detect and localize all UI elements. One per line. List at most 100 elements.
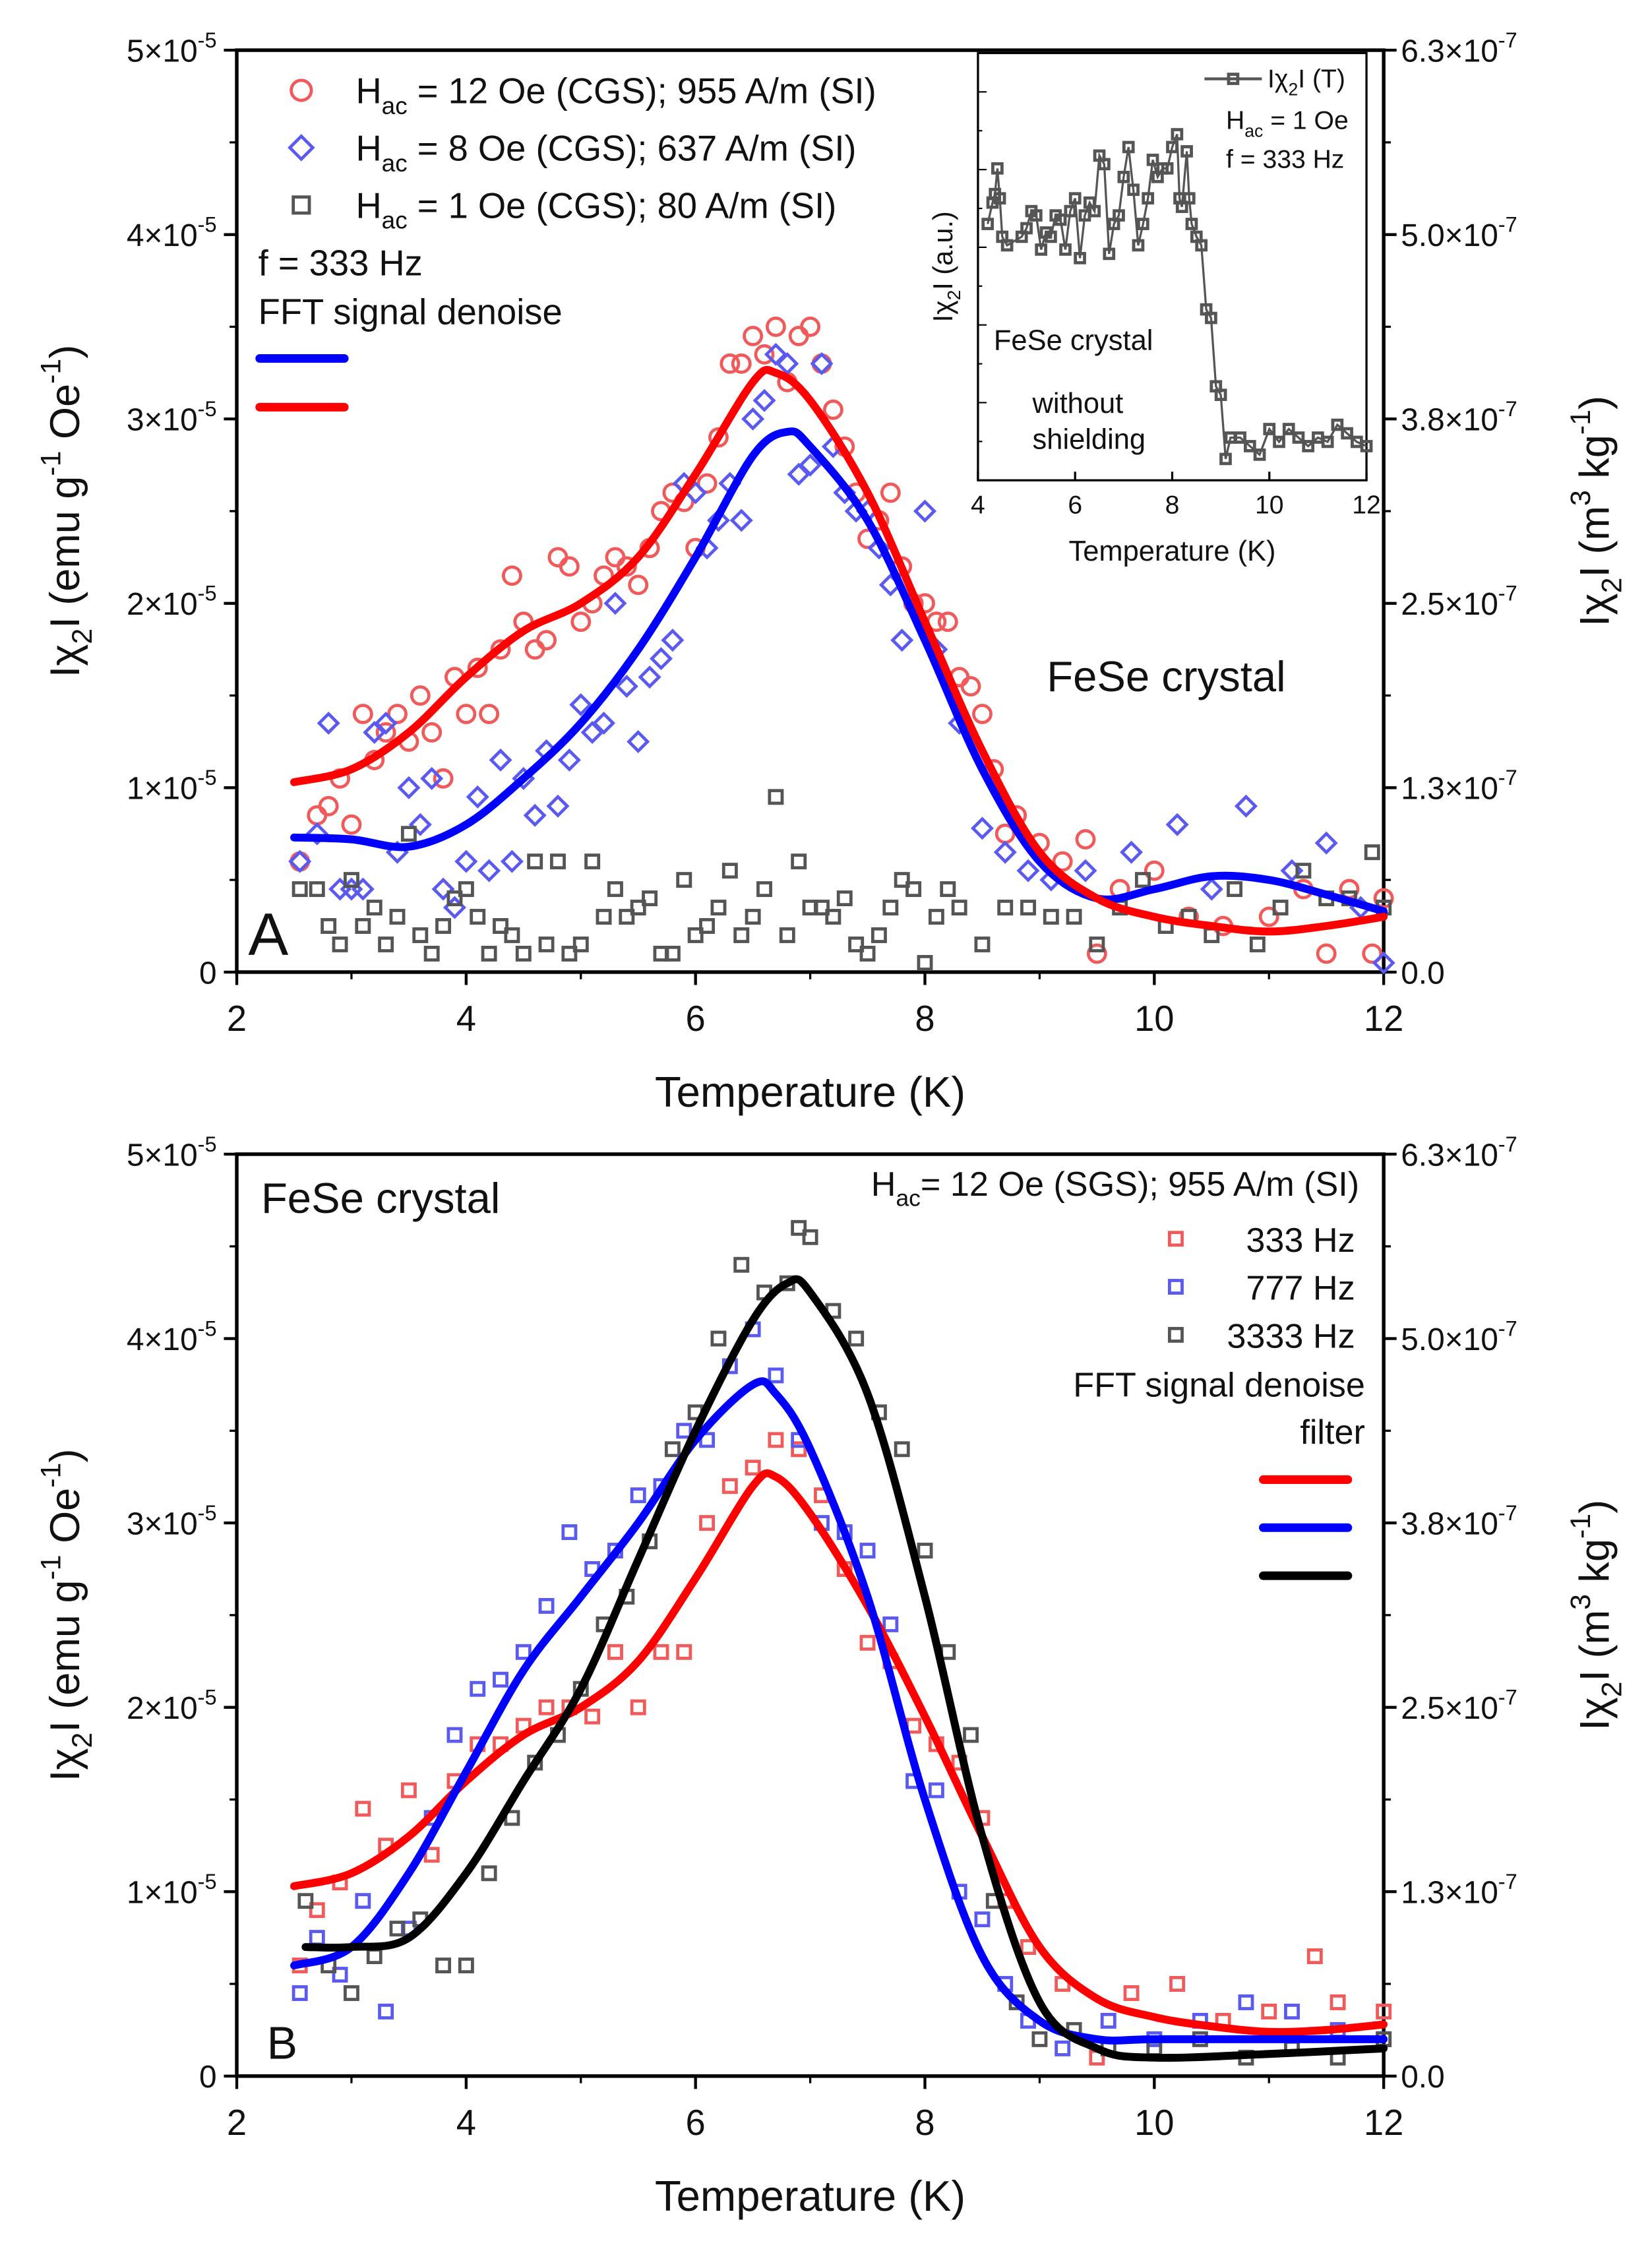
frequency-note: f = 333 Hz <box>259 243 423 283</box>
data-point <box>412 927 429 943</box>
data-point <box>917 1543 933 1558</box>
fit-line-blue <box>290 427 1388 915</box>
data-point <box>596 909 612 925</box>
data-point <box>800 316 821 337</box>
x-tick-label: 12 <box>1364 2103 1403 2143</box>
y-tick-label-part: -5 <box>198 1316 217 1340</box>
data-point <box>1372 951 1395 975</box>
legend-label: 333 Hz <box>1246 1221 1355 1260</box>
y-right-tick-label-part: -7 <box>1498 1132 1517 1156</box>
y-tick-label: 3×10-5 <box>127 1501 217 1542</box>
y-right-tick-label-part: 2.5×10 <box>1401 587 1498 622</box>
data-point <box>836 890 853 907</box>
data-point <box>894 872 910 888</box>
data-point <box>559 556 580 577</box>
data-point <box>1364 844 1380 861</box>
data-point <box>791 1441 807 1458</box>
inset-y-axis-title-part: I (a.u.) <box>928 211 958 290</box>
sample-annotation: FeSe crystal <box>261 1174 500 1222</box>
y-right-tick-label: 1.3×10-7 <box>1401 1870 1517 1911</box>
y-axis-title-part: 2 <box>67 629 98 644</box>
data-point <box>752 388 776 412</box>
data-point <box>1330 1994 1346 2010</box>
data-point <box>378 937 394 952</box>
data-point <box>754 344 775 365</box>
x-tick-label: 4 <box>456 999 476 1039</box>
y-right-axis-title-part: -1 <box>1565 1514 1597 1539</box>
data-point <box>745 1460 761 1476</box>
inset-y-axis-title: Iχ2I (a.u.) <box>928 211 964 322</box>
x-tick-label: 8 <box>915 999 934 1039</box>
data-point <box>307 805 328 826</box>
legend-label-part: ac <box>382 150 408 177</box>
data-point <box>456 704 477 724</box>
y-axis-title-part: -1 <box>35 359 67 384</box>
data-point <box>515 945 532 962</box>
data-point <box>630 1487 646 1504</box>
inset-field-note-part: H <box>1226 107 1244 135</box>
data-point <box>1008 1994 1025 2010</box>
inset-data-point <box>1331 418 1344 431</box>
x-tick-label: 4 <box>456 2103 476 2143</box>
inset-x-tick-label: 10 <box>1255 491 1284 519</box>
data-point <box>1043 909 1059 925</box>
data-point <box>290 851 311 872</box>
legend-label: 777 Hz <box>1246 1270 1355 1308</box>
y-right-tick-label: 5.0×10-7 <box>1401 213 1517 254</box>
data-point <box>466 785 489 809</box>
y-right-axis-title-part: I (m <box>1572 506 1618 578</box>
inset-data-point <box>1185 218 1198 230</box>
legend-marker-black <box>1167 1326 1184 1343</box>
data-point <box>776 352 799 375</box>
data-point <box>493 1671 508 1688</box>
inset-y-axis-title-part: 2 <box>944 290 964 301</box>
data-point <box>493 918 508 934</box>
y-tick-label-part: 0 <box>199 2060 217 2095</box>
data-point <box>397 776 421 799</box>
legend-label-part: H <box>355 71 381 111</box>
inset-data-point <box>1321 435 1334 448</box>
data-point <box>894 1441 910 1458</box>
y-right-axis-title-part: 2 <box>1596 1681 1628 1697</box>
data-point <box>366 900 382 916</box>
inset-data-point <box>1166 140 1178 154</box>
inset-data-point <box>1302 440 1315 452</box>
inset-field-note-part: = 1 Oe <box>1263 107 1348 135</box>
data-point <box>972 704 993 724</box>
y-tick-label: 1×10-5 <box>127 1870 217 1911</box>
legend-label: Hac = 12 Oe (CGS); 955 A/m (SI) <box>355 71 876 119</box>
fit-line-blue <box>290 1377 1388 2045</box>
data-point <box>1284 2003 1300 2020</box>
inset-data-point <box>1059 243 1072 256</box>
legend-label-part: ac <box>382 207 408 234</box>
data-point <box>1120 840 1144 864</box>
data-point <box>1134 872 1151 888</box>
data-point <box>458 1958 474 1974</box>
x-tick-label: 6 <box>686 2103 706 2143</box>
y-tick-label-part: -5 <box>198 28 217 52</box>
data-point <box>317 711 340 735</box>
data-point <box>741 407 765 431</box>
y-tick-label-part: -5 <box>198 766 217 789</box>
inset-chart <box>977 51 1373 481</box>
panel-B <box>224 1152 1397 2089</box>
y-tick-label-part: -5 <box>198 1132 217 1156</box>
data-point <box>446 1727 463 1743</box>
data-point <box>630 900 646 916</box>
inset-field-note: Hac = 1 Oe <box>1226 107 1349 141</box>
legend-label: Hac = 1 Oe (CGS); 80 A/m (SI) <box>355 185 836 233</box>
data-point <box>288 849 312 873</box>
y-right-tick-label-part: 0.0 <box>1401 2060 1444 2095</box>
data-point <box>523 803 547 827</box>
data-point <box>603 592 627 615</box>
data-point <box>848 937 865 952</box>
data-point <box>1020 900 1036 916</box>
y-tick-label-part: -5 <box>198 1686 217 1710</box>
y-right-tick-label-part: -7 <box>1498 213 1517 237</box>
data-point <box>454 849 478 873</box>
data-point <box>470 1681 486 1697</box>
inset-data-point <box>1161 162 1174 175</box>
y-tick-label-part: 4×10 <box>127 1322 198 1357</box>
data-point <box>719 353 741 374</box>
